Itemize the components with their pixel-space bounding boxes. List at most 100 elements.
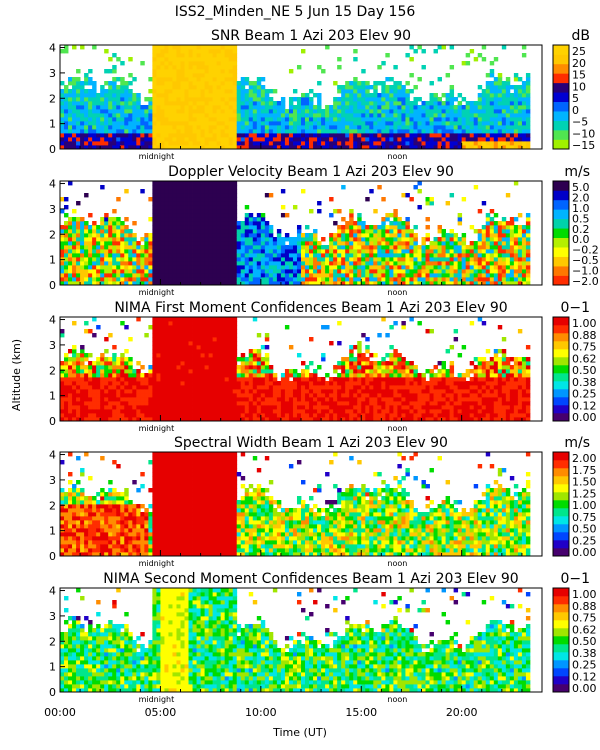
heatmap-cell [296, 261, 302, 266]
heatmap-cell [152, 321, 157, 326]
heatmap-cell [381, 81, 386, 86]
heatmap-cell [260, 141, 266, 146]
heatmap-cell [497, 225, 503, 230]
heatmap-cell [224, 141, 230, 146]
heatmap-cell [164, 45, 169, 50]
heatmap-cell [160, 413, 165, 418]
heatmap-cell [489, 253, 495, 258]
heatmap-cell [421, 265, 426, 270]
heatmap-cell [172, 133, 177, 138]
heatmap-cell [176, 145, 181, 150]
heatmap-cell [325, 117, 330, 122]
heatmap-cell [164, 405, 169, 410]
heatmap-cell [280, 237, 286, 242]
heatmap-cell [397, 97, 402, 102]
heatmap-cell [216, 237, 222, 242]
heatmap-cell [96, 377, 101, 382]
heatmap-cell [144, 245, 149, 250]
heatmap-cell [224, 73, 230, 78]
heatmap-cell [377, 105, 382, 110]
heatmap-cell [309, 89, 314, 94]
heatmap-cell [389, 277, 394, 282]
heatmap-cell [196, 145, 201, 150]
heatmap-cell [112, 93, 117, 98]
heatmap-cell [172, 397, 177, 402]
heatmap-cell [72, 81, 77, 86]
heatmap-cell [128, 369, 133, 374]
heatmap-cell [317, 93, 322, 98]
heatmap-cell [168, 113, 173, 118]
heatmap-cell [164, 233, 169, 238]
heatmap-cell [108, 409, 113, 414]
heatmap-cell [373, 93, 378, 98]
heatmap-cell [224, 65, 230, 70]
heatmap-cell [132, 137, 137, 142]
heatmap-cell [345, 237, 350, 242]
heatmap-cell [72, 369, 77, 374]
heatmap-cell [393, 245, 398, 250]
heatmap-cell [188, 349, 193, 354]
heatmap-cell [513, 129, 519, 134]
heatmap-cell [60, 141, 65, 146]
heatmap-cell [196, 73, 201, 78]
heatmap-cell [148, 401, 153, 406]
heatmap-cell [321, 121, 326, 126]
heatmap-cell [220, 93, 226, 98]
heatmap-cell [184, 77, 189, 82]
heatmap-cell [296, 253, 302, 258]
heatmap-cell [60, 401, 65, 406]
heatmap-cell [176, 197, 181, 202]
heatmap-cell [148, 77, 153, 82]
heatmap-cell [417, 261, 422, 266]
heatmap-cell [276, 253, 282, 258]
heatmap-cell [369, 133, 374, 138]
heatmap-cell [212, 197, 218, 202]
heatmap-cell [517, 261, 523, 266]
heatmap-cell [160, 189, 165, 194]
heatmap-cell [108, 237, 113, 242]
heatmap-cell [461, 61, 467, 66]
heatmap-cell [220, 45, 226, 50]
heatmap-cell [244, 129, 250, 134]
heatmap-cell [212, 129, 218, 134]
heatmap-cell [248, 233, 254, 238]
heatmap-cell [220, 97, 226, 102]
heatmap-cell [325, 129, 330, 134]
heatmap-cell [184, 373, 189, 378]
heatmap-cell [373, 281, 378, 286]
heatmap-cell [497, 257, 503, 262]
heatmap-cell [301, 121, 306, 126]
heatmap-cell [188, 133, 193, 138]
heatmap-cell [509, 121, 515, 126]
heatmap-cell [212, 213, 218, 218]
heatmap-cell [156, 389, 161, 394]
heatmap-cell [60, 265, 65, 270]
heatmap-cell [168, 277, 173, 282]
heatmap-cell [309, 273, 314, 278]
heatmap-cell [256, 257, 262, 262]
heatmap-cell [453, 129, 459, 134]
heatmap-cell [244, 221, 250, 226]
heatmap-cell [425, 117, 430, 122]
y-tick-label: 1 [49, 254, 56, 267]
heatmap-cell [104, 409, 109, 414]
heatmap-cell [144, 261, 149, 266]
heatmap-cell [305, 117, 310, 122]
heatmap-cell [417, 133, 422, 138]
heatmap-cell [292, 97, 298, 102]
heatmap-cell [148, 409, 153, 414]
heatmap-cell [309, 145, 314, 150]
heatmap-cell [164, 197, 169, 202]
heatmap-cell [164, 381, 169, 386]
heatmap-cell [284, 281, 290, 286]
heatmap-cell [381, 121, 386, 126]
heatmap-cell [92, 97, 97, 102]
heatmap-cell [337, 145, 342, 150]
heatmap-cell [497, 141, 503, 146]
heatmap-cell [180, 205, 185, 210]
heatmap-cell [268, 281, 274, 286]
heatmap-cell [72, 249, 77, 254]
heatmap-cell [92, 373, 97, 378]
heatmap-cell [176, 209, 181, 214]
heatmap-cell [276, 229, 282, 234]
